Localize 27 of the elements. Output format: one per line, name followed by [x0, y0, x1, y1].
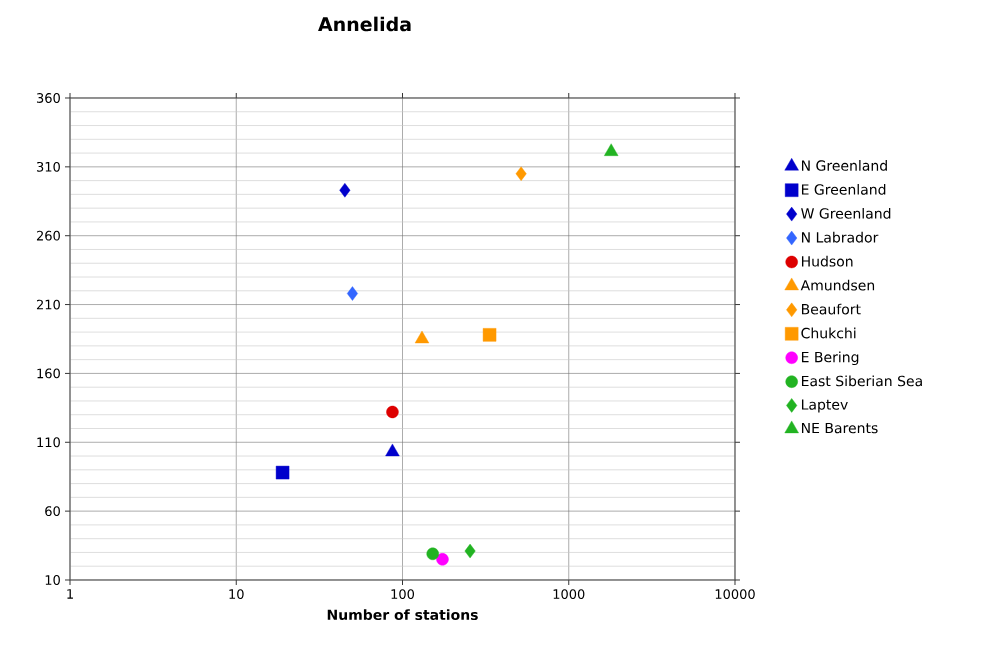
legend-label: Beaufort [801, 303, 861, 315]
legend-label: Chukchi [801, 327, 856, 339]
y-tick-label: 160 [37, 368, 60, 379]
y-tick-label: 110 [37, 437, 60, 448]
legend-label: East Siberian Sea [801, 375, 922, 387]
x-tick-label: 1000 [553, 589, 585, 600]
legend-label: NE Barents [801, 422, 878, 434]
legend-label: Hudson [801, 255, 853, 267]
x-tick-label: 10000 [715, 589, 755, 600]
legend-label: E Bering [801, 351, 859, 366]
legend-label: E Greenland [801, 183, 886, 195]
chart-title: Annelida [318, 16, 411, 32]
y-tick-label: 260 [36, 230, 60, 241]
legend-label: Amundsen [800, 279, 875, 291]
x-tick-label: 100 [391, 589, 415, 600]
legend-label: W Greenland [801, 207, 891, 219]
legend-label: Laptev [801, 399, 848, 413]
y-tick-label: 360 [36, 93, 60, 103]
legend-label: N Greenland [801, 160, 887, 171]
x-tick-label: 1 [67, 589, 73, 599]
y-tick-label: 310 [36, 161, 60, 172]
x-tick-label: 10 [229, 589, 244, 600]
y-tick-label: 10 [45, 575, 60, 585]
legend-label: N Labrador [801, 231, 879, 243]
x-axis-title: Number of stations [327, 609, 478, 621]
y-tick-label: 60 [45, 506, 60, 517]
y-tick-label: 210 [36, 299, 60, 310]
